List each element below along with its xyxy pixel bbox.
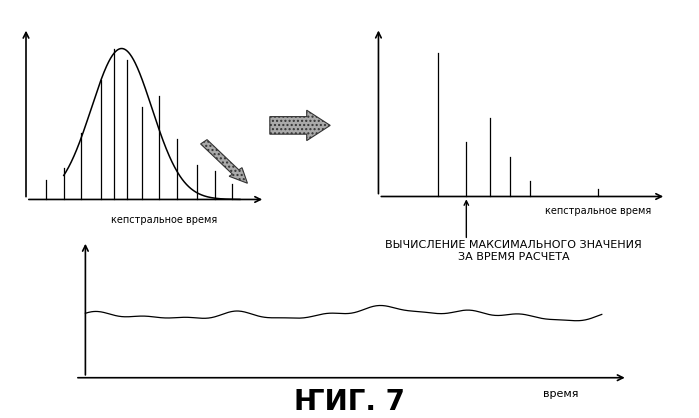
FancyArrow shape [270,110,330,140]
Text: ВЫЧИСЛЕНИЕ МАКСИМАЛЬНОГО ЗНАЧЕНИЯ
ЗА ВРЕМЯ РАСЧЕТА: ВЫЧИСЛЕНИЕ МАКСИМАЛЬНОГО ЗНАЧЕНИЯ ЗА ВРЕ… [385,240,642,262]
Text: время: время [542,389,578,399]
FancyArrow shape [201,140,247,183]
Text: ҤИГ. 7: ҤИГ. 7 [294,388,405,416]
Text: кепстральное время: кепстральное время [111,215,217,225]
Text: кепстральное время: кепстральное время [545,206,651,216]
